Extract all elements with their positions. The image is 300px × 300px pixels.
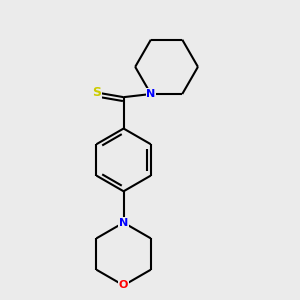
Text: N: N [146,89,155,99]
Text: S: S [92,86,101,99]
Text: N: N [119,218,128,228]
Text: O: O [119,280,128,290]
